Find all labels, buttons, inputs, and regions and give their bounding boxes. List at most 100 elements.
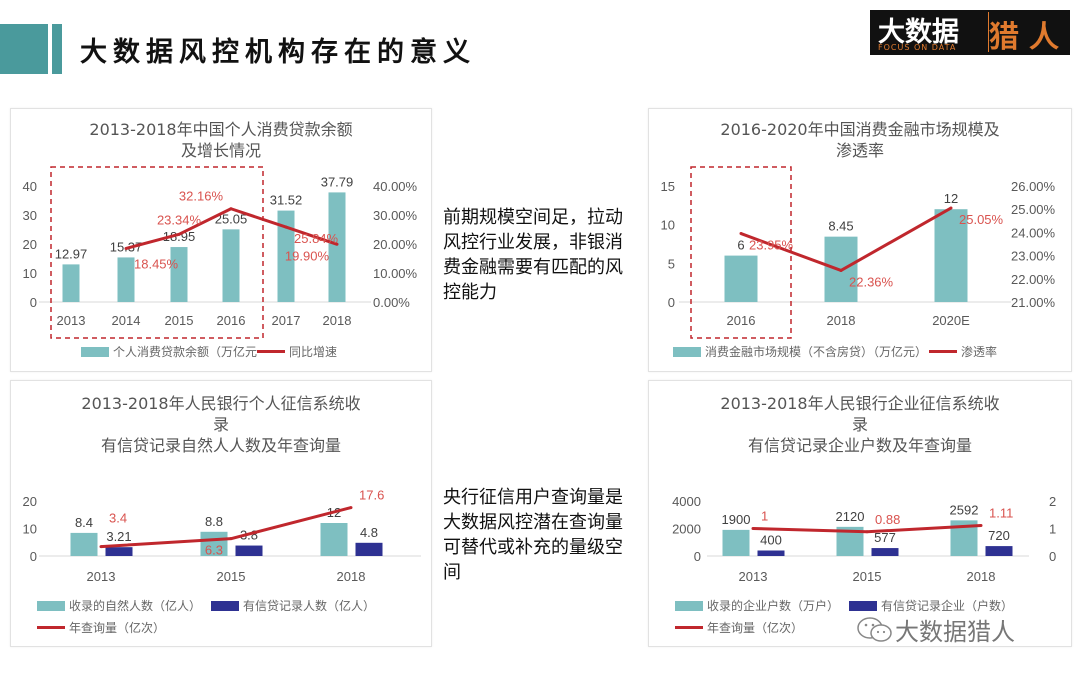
legend-swatch-line (675, 626, 703, 629)
legend-label: 收录的企业户数（万户） (707, 599, 840, 613)
bar-data-label: 720 (988, 528, 1010, 543)
y-tick-label-right: 0 (1049, 549, 1056, 564)
legend-swatch-bar (675, 600, 703, 611)
y-tick-label-left: 30 (23, 208, 37, 223)
line-data-label: 23.34% (157, 212, 202, 227)
bar-data-label: 37.79 (321, 174, 354, 189)
line-data-label: 19.90% (285, 248, 330, 263)
y-tick-label-right: 0.00% (373, 295, 410, 310)
brand-logo: 大数据 FOCUS ON DATA 猎人 (870, 10, 1070, 55)
chart-title-line: 2016-2020年中国消费金融市场规模及 (720, 120, 1000, 139)
bar (70, 532, 98, 556)
bar (277, 210, 295, 302)
bar (355, 542, 383, 556)
bar-data-label: 12.97 (55, 246, 88, 261)
legend-swatch-bar (673, 346, 701, 357)
highlight-box (690, 166, 792, 339)
chart-legend: 收录的企业户数（万户） 有信贷记录企业（户数） (675, 597, 1013, 614)
y-tick-label-left: 0 (30, 295, 37, 310)
bar-data-label: 3.21 (106, 529, 131, 544)
x-tick-label: 2018 (323, 313, 352, 328)
chart-title-line: 及增长情况 (180, 141, 261, 160)
line-data-label: 17.6 (359, 488, 384, 503)
line-data-label: 23.95% (749, 238, 794, 253)
legend-label: 有信贷记录人数（亿人） (243, 599, 376, 613)
x-tick-label: 2016 (727, 313, 756, 328)
chart-plot: 0 2000 4000 0 1 2 2013 2015 2018 1900 2120 2592 400 5… (672, 494, 1056, 584)
legend-swatch-bar (849, 600, 878, 611)
bar-data-label: 6 (737, 238, 744, 253)
y-tick-label-left: 40 (23, 179, 37, 194)
chart-title-line: 有信贷记录企业户数及年查询量 (747, 436, 972, 455)
legend-label: 同比增速 (289, 345, 338, 359)
watermark-text: 大数据猎人 (895, 618, 1015, 646)
line-data-label: 32.16% (179, 189, 224, 204)
x-tick-label: 2020E (932, 313, 970, 328)
chart-legend: 收录的自然人数（亿人） 有信贷记录人数（亿人） (37, 597, 375, 614)
y-tick-label-left: 10 (23, 522, 37, 537)
insight-text-credit-queries: 央行征信用户查询量是大数据风控潜在查询量可替代或补充的量级空间 (443, 487, 623, 583)
line-point (349, 506, 353, 510)
legend-label: 个人消费贷款余额（万亿元 (113, 345, 258, 359)
x-tick-label: 2014 (112, 313, 141, 328)
bar (105, 547, 133, 556)
x-tick-label: 2018 (967, 569, 996, 584)
x-tick-label: 2018 (827, 313, 856, 328)
bar-data-label: 31.52 (270, 193, 303, 208)
y-tick-label-left: 20 (23, 494, 37, 509)
chart-panel-enterprise-credit: 2013-2018年人民银行企业征信系统收 录 有信贷记录企业户数及年查询量 0… (648, 380, 1072, 647)
legend-swatch-line (929, 350, 958, 353)
legend-swatch-bar (81, 346, 109, 357)
bar (871, 548, 899, 556)
line-data-label: 0.88 (875, 512, 900, 527)
y-tick-label-left: 20 (23, 237, 37, 252)
bar (222, 229, 240, 302)
bar-data-label: 18.95 (163, 229, 196, 244)
bar-data-label: 8.4 (75, 515, 93, 530)
bar-data-label: 4.8 (360, 525, 378, 540)
line-point (751, 527, 755, 530)
bar-data-label: 2592 (950, 502, 979, 517)
y-tick-label-right: 40.00% (373, 179, 418, 194)
line-point (229, 537, 233, 541)
y-tick-label-right: 25.00% (1011, 202, 1056, 217)
chart-legend: 消费金融市场规模（不含房贷）（万亿元） 渗透率 (673, 343, 997, 360)
bar (722, 529, 750, 556)
chart-panel-consumer-finance-market: 2016-2020年中国消费金融市场规模及 渗透率 0 5 10 15 21.00% 22… (648, 108, 1072, 372)
page-title: 大数据风控机构存在的意义 (80, 37, 476, 68)
chart-plot: 0 10 20 30 40 0.00% 10.00% 20.00% 30.00% 40.00% 20… (23, 166, 418, 339)
y-tick-label-right: 20.00% (373, 237, 418, 252)
bar (724, 255, 758, 302)
line-point (99, 545, 103, 549)
x-tick-label: 2015 (217, 569, 246, 584)
line-point (839, 268, 843, 272)
bar (320, 523, 348, 556)
chart-legend: 年查询量（亿次） (675, 619, 803, 636)
legend-label: 年查询量（亿次） (707, 621, 804, 635)
y-tick-label-right: 1 (1049, 522, 1056, 537)
bar (757, 550, 785, 556)
bar-data-label: 400 (760, 533, 782, 548)
y-tick-label-right: 22.00% (1011, 272, 1056, 287)
line-data-label: 22.36% (849, 274, 894, 289)
y-tick-label-right: 23.00% (1011, 249, 1056, 264)
line-point (949, 206, 953, 210)
x-tick-label: 2016 (217, 313, 246, 328)
legend-label: 消费金融市场规模（不含房贷）（万亿元） (705, 345, 928, 359)
bar (235, 545, 263, 556)
bar (117, 257, 135, 302)
y-tick-label-left: 0 (30, 549, 37, 564)
x-tick-label: 2017 (272, 313, 301, 328)
y-tick-label-left: 10 (661, 218, 675, 233)
chart-title-line: 2013-2018年人民银行个人征信系统收 (81, 394, 361, 413)
chart-legend: 个人消费贷款余额（万亿元 同比增速 (81, 343, 337, 360)
chart-title-line: 2013-2018年人民银行企业征信系统收 (720, 394, 1000, 413)
legend-label: 渗透率 (961, 345, 998, 359)
bar-data-label: 577 (874, 530, 896, 545)
line-data-label: 1.11 (989, 505, 1013, 520)
bar-data-label: 12 (944, 191, 958, 206)
insight-text-market-scale: 前期规模空间足，拉动风控行业发展，非银消费金融需要有匹配的风控能力 (443, 207, 623, 303)
bar-data-label: 8.8 (205, 514, 223, 529)
bar (62, 264, 80, 302)
y-tick-label-left: 10 (23, 266, 37, 281)
